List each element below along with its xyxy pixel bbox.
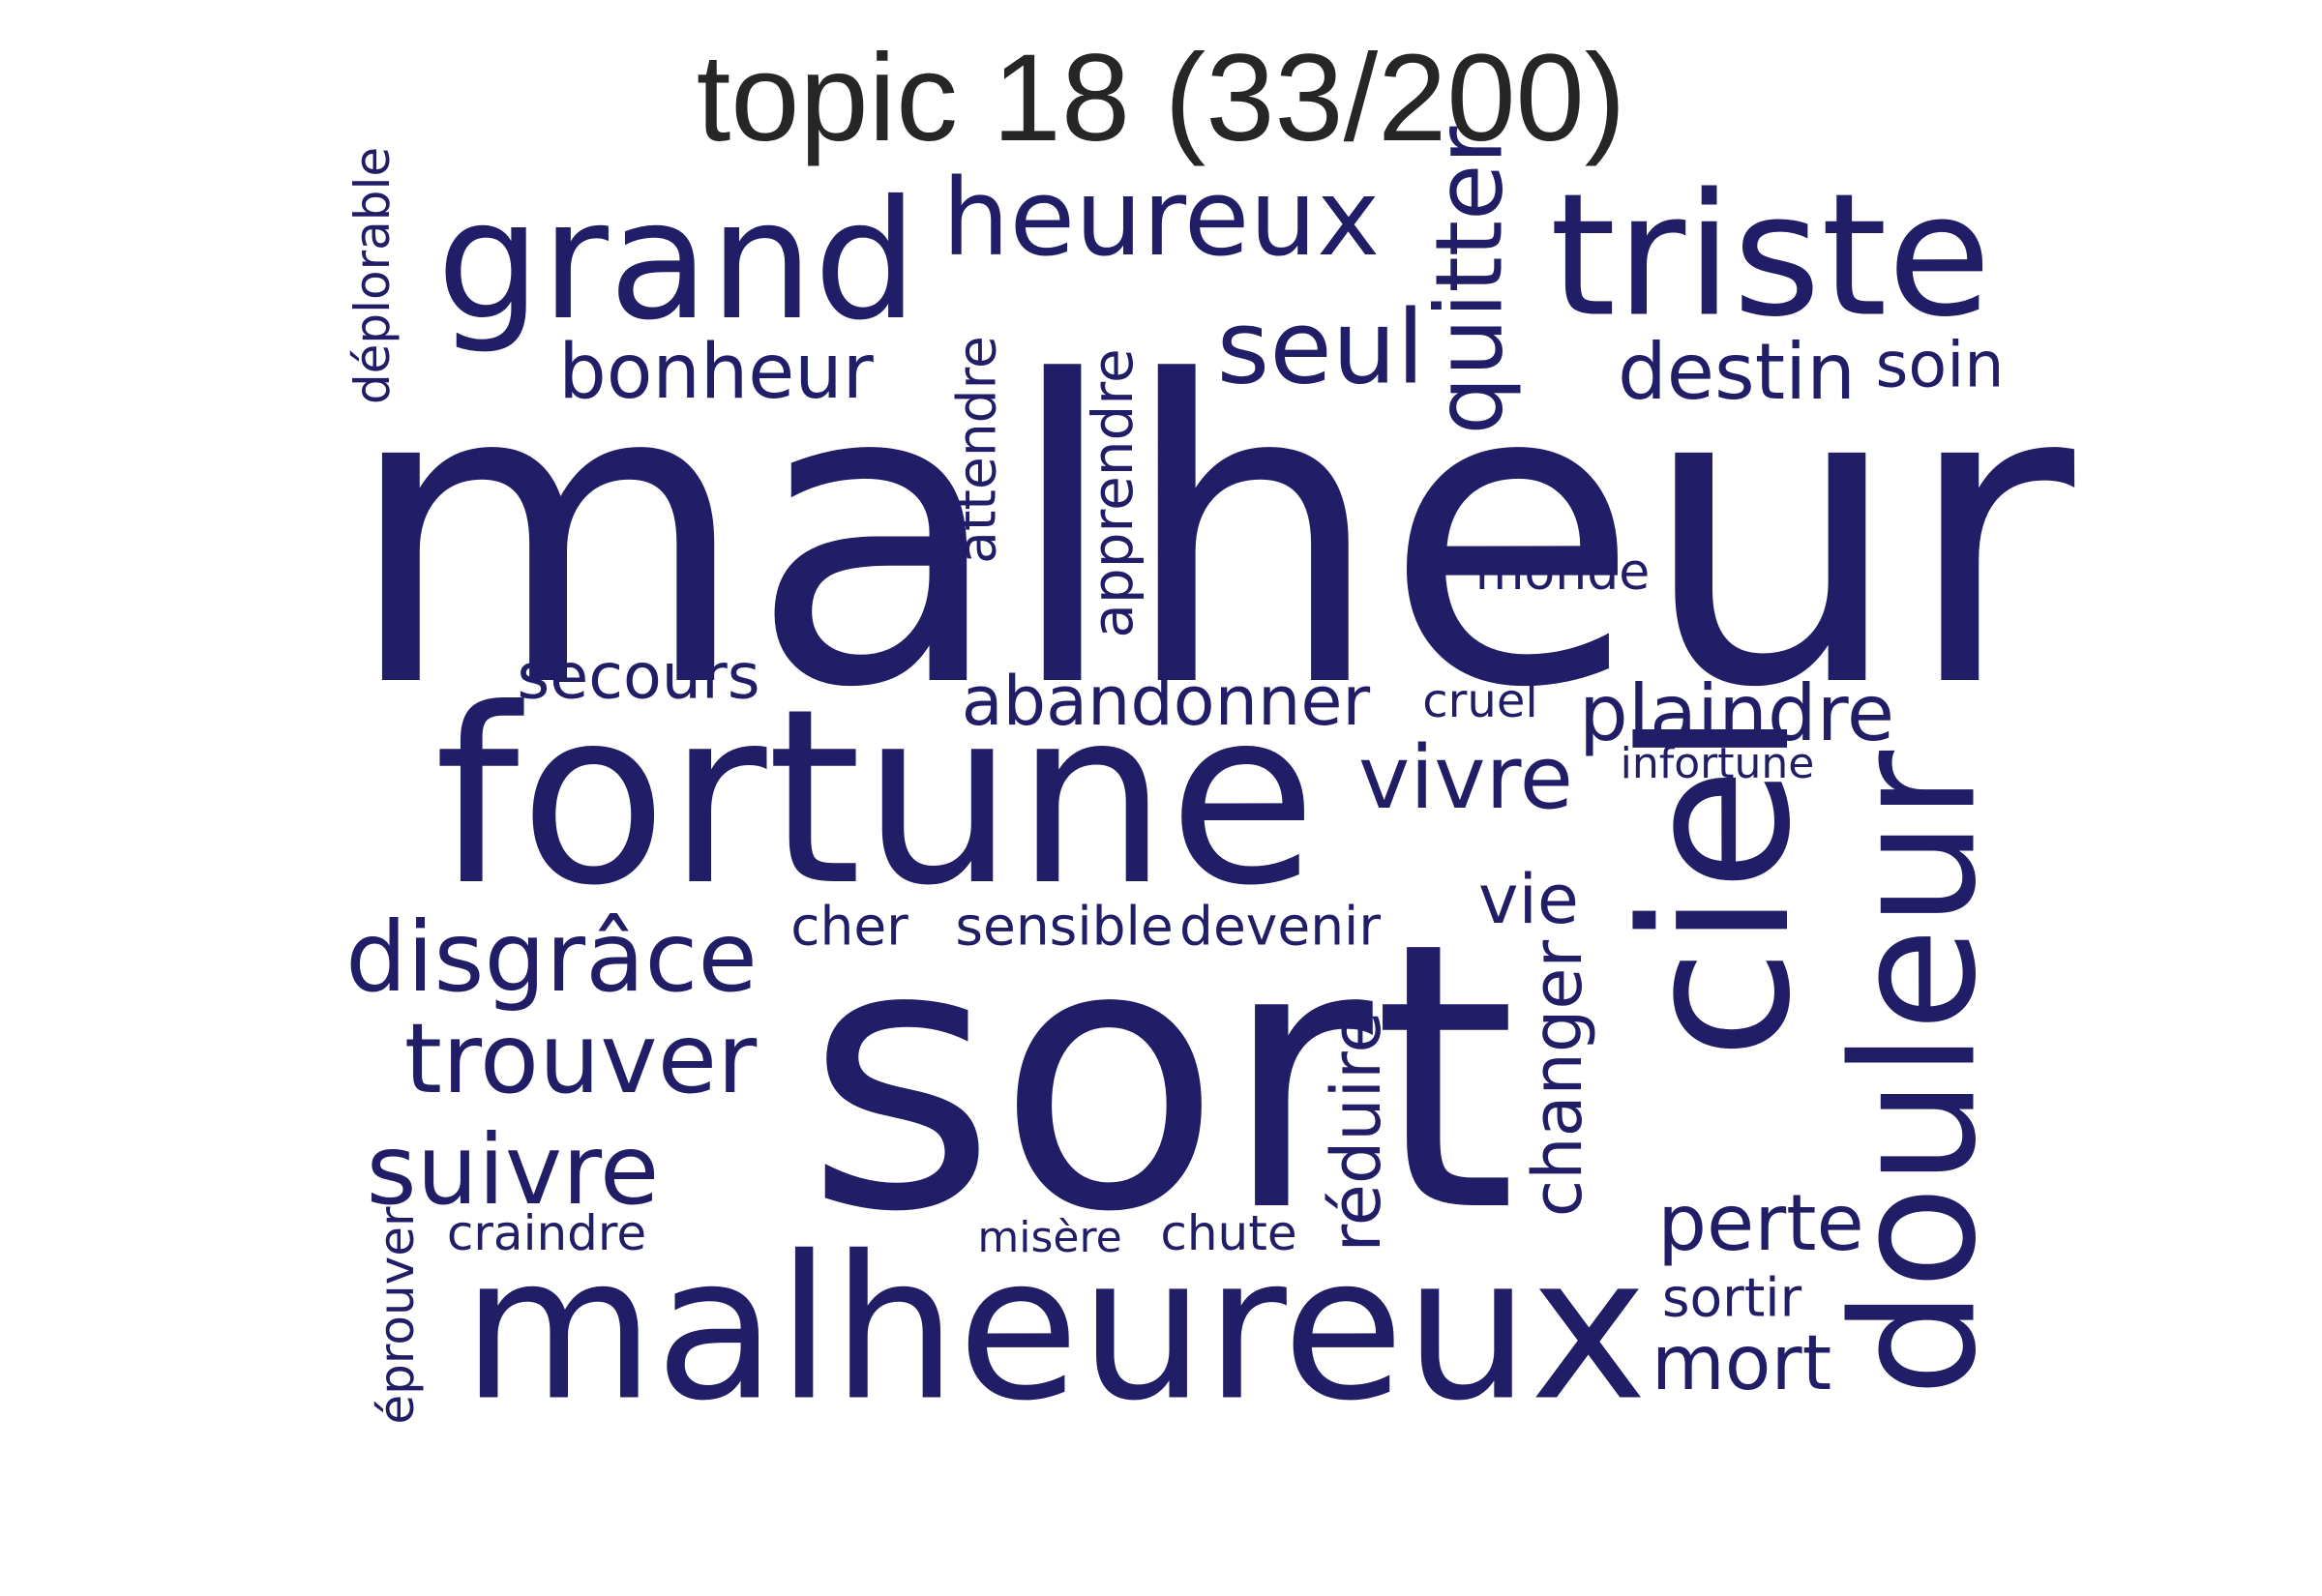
word-15: plaindre	[1578, 668, 1895, 758]
word-32: sortir	[1661, 1266, 1802, 1329]
word-1: sort	[805, 864, 1517, 1292]
word-21: réduire	[1317, 1011, 1396, 1253]
word-3: malheureux	[461, 1214, 1648, 1445]
word-23: apprendre	[1080, 348, 1146, 638]
word-33: chute	[1160, 1205, 1297, 1261]
word-35: déplorable	[344, 146, 401, 405]
word-9: seul	[1216, 288, 1425, 407]
word-39: misère	[977, 1213, 1122, 1262]
word-14: vivre	[1358, 727, 1573, 829]
word-27: attendre	[945, 336, 1008, 564]
page-title: topic 18 (33/200)	[696, 29, 1626, 167]
word-34: craindre	[446, 1205, 647, 1261]
word-25: soin	[1875, 329, 2005, 402]
word-11: disgrâce	[345, 901, 758, 1014]
word-29: sensible	[955, 895, 1174, 958]
word-31: cher	[790, 895, 908, 958]
word-7: triste	[1549, 158, 1992, 355]
word-0: malheur	[343, 295, 2075, 779]
word-5: douleur	[1817, 750, 2014, 1398]
word-24: vie	[1478, 860, 1579, 939]
word-10: quitter	[1416, 126, 1524, 435]
word-16: destin	[1618, 327, 1856, 417]
word-19: mort	[1651, 1320, 1832, 1407]
word-28: monde	[1474, 544, 1651, 602]
word-26: secours	[517, 640, 760, 714]
word-2: fortune	[433, 657, 1318, 938]
word-13: suivre	[366, 1113, 660, 1227]
word-12: trouver	[403, 1002, 758, 1115]
word-6: grand	[436, 165, 918, 357]
word-30: devenir	[1179, 895, 1381, 958]
word-18: perte	[1657, 1178, 1864, 1268]
word-38: infortune	[1620, 739, 1815, 788]
word-8: heureux	[941, 156, 1381, 280]
word-37: cruel	[1422, 674, 1538, 728]
word-20: abandonner	[961, 662, 1371, 741]
word-36: éprouver	[369, 1206, 425, 1425]
word-17: bonheur	[558, 329, 874, 416]
word-22: changer	[1518, 939, 1597, 1218]
